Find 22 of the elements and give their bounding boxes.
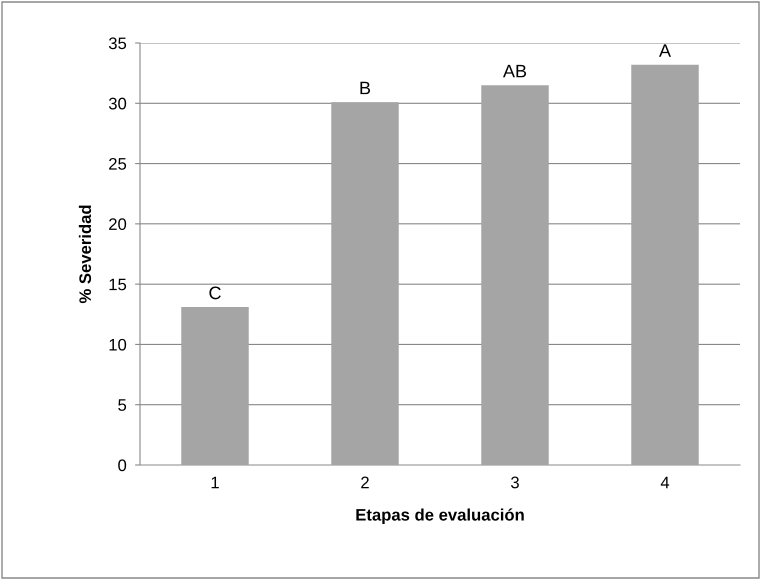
bar xyxy=(181,307,249,465)
y-axis-title: % Severidad xyxy=(78,206,92,304)
y-tick-label: 25 xyxy=(109,158,126,170)
y-tick-label: 30 xyxy=(108,98,126,110)
x-tick-label: 4 xyxy=(660,476,670,488)
annotation: B xyxy=(360,82,370,94)
y-tick-label: 20 xyxy=(109,218,126,230)
bar xyxy=(631,64,699,465)
annotation: C xyxy=(209,286,221,300)
annotation: AB xyxy=(502,64,526,78)
x-tick-label: 2 xyxy=(361,476,369,488)
bar xyxy=(331,102,399,465)
y-tick-label: 0 xyxy=(118,459,126,472)
bar xyxy=(481,85,549,465)
y-tick-label: 15 xyxy=(110,278,126,290)
annotation: A xyxy=(659,44,671,57)
y-tick-label: 35 xyxy=(108,37,126,50)
y-tick-label: 10 xyxy=(110,338,126,351)
x-tick-label: 1 xyxy=(212,476,219,488)
y-tick-label: 5 xyxy=(118,399,126,411)
x-tick-label: 3 xyxy=(511,476,519,488)
x-axis-title: Etapas de evaluación xyxy=(356,508,524,524)
